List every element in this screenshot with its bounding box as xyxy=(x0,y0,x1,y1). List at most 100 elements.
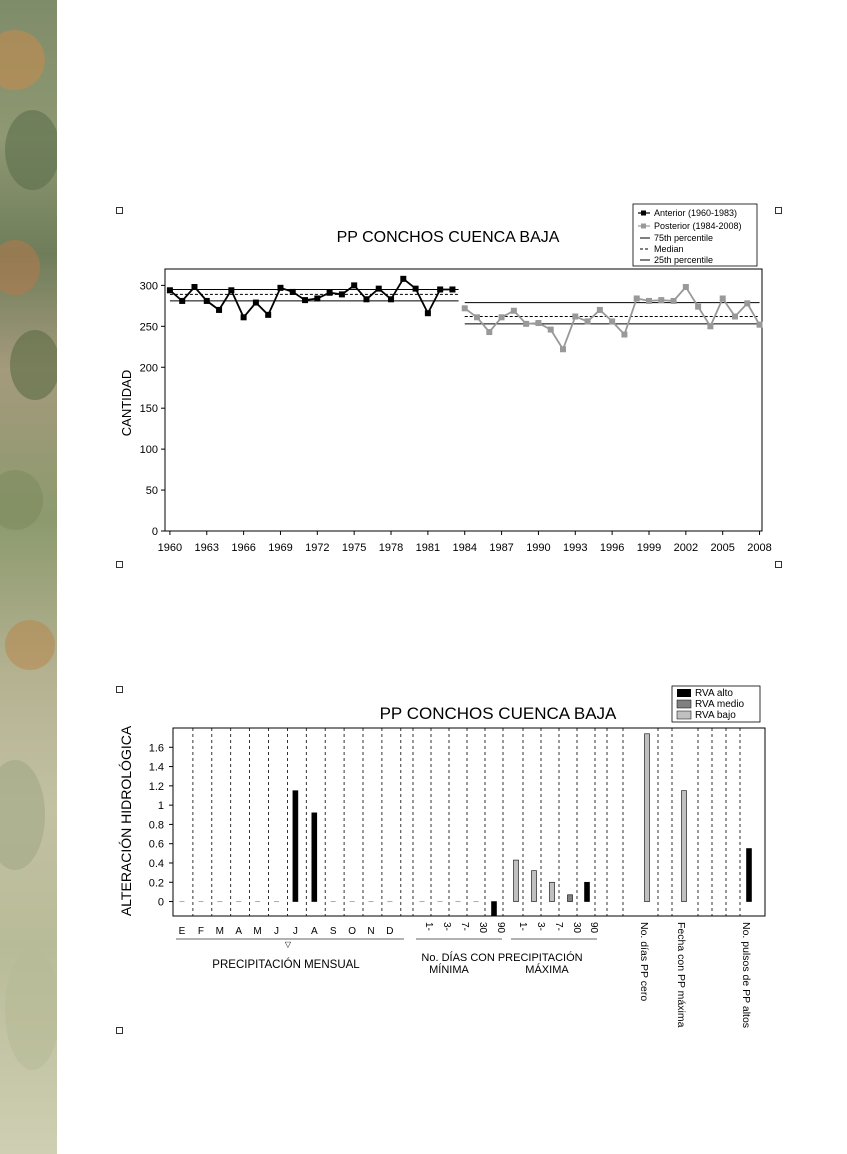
data-point xyxy=(596,306,603,313)
data-point xyxy=(363,296,370,303)
category-label: No. días PP cero xyxy=(638,922,650,1001)
x-tick-label: 1975 xyxy=(342,542,366,554)
legend-entry: RVA bajo xyxy=(695,710,736,721)
legend-entry: RVA medio xyxy=(695,699,745,710)
x-tick-label: 1969 xyxy=(268,542,292,554)
data-point xyxy=(645,297,652,304)
y-tick-label: 0.8 xyxy=(149,819,164,831)
category-label: J xyxy=(293,926,298,937)
bar xyxy=(584,881,590,902)
data-point xyxy=(289,288,296,295)
legend-entry: RVA alto xyxy=(695,688,733,699)
x-tick-label: 1960 xyxy=(158,542,182,554)
category-label: F xyxy=(198,926,204,937)
bar xyxy=(644,733,650,902)
chart2-plot-area xyxy=(172,727,766,917)
series-line xyxy=(464,285,761,352)
data-point xyxy=(572,313,579,320)
category-label: M xyxy=(216,926,224,937)
legend-entry: Anterior (1960-1983) xyxy=(654,208,737,218)
y-tick-label: 250 xyxy=(140,321,158,333)
data-point xyxy=(412,285,419,292)
data-point xyxy=(314,295,321,302)
group-label-dias: No. DÍAS CON PRECIPITACIÓN xyxy=(421,951,582,964)
data-point xyxy=(326,289,333,296)
anchor-mark xyxy=(775,207,782,214)
category-label: N xyxy=(367,926,374,937)
data-point xyxy=(633,295,640,302)
category-label: E xyxy=(179,926,186,937)
data-point xyxy=(695,303,702,310)
x-tick-label: 1996 xyxy=(600,542,624,554)
bar xyxy=(311,812,318,902)
data-point xyxy=(486,329,493,336)
data-point xyxy=(474,314,481,321)
legend-entry: Posterior (1984-2008) xyxy=(654,221,742,231)
y-tick-label: 0.2 xyxy=(149,877,164,889)
x-tick-label: 2005 xyxy=(710,542,734,554)
chart1-legend: Anterior (1960-1983) Posterior (1984-200… xyxy=(632,203,758,267)
data-point xyxy=(756,321,763,328)
category-label: 3- xyxy=(441,922,452,931)
data-point xyxy=(240,314,247,321)
chart1-y-axis-label: CANTIDAD xyxy=(119,370,134,436)
category-label: 90 xyxy=(588,922,599,934)
legend-entry: Median xyxy=(654,244,684,254)
data-point xyxy=(302,297,309,304)
category-label: 7- xyxy=(553,922,564,931)
y-tick-label: 1.2 xyxy=(149,781,164,793)
y-tick-label: 0.6 xyxy=(149,839,164,851)
y-tick-label: 0 xyxy=(152,526,158,538)
group-label-maxima: MÁXIMA xyxy=(525,963,569,976)
data-point xyxy=(682,284,689,291)
category-label: 3- xyxy=(535,922,546,931)
line-chart: PP CONCHOS CUENCA BAJA CANTIDAD 0 50 100 15… xyxy=(119,203,772,554)
y-tick-label: 0 xyxy=(158,897,164,909)
data-point xyxy=(228,287,235,294)
bar xyxy=(567,894,573,902)
category-label: O xyxy=(348,926,356,937)
category-label: D xyxy=(386,926,393,937)
y-tick-label: 50 xyxy=(146,485,158,497)
category-label: J xyxy=(274,926,279,937)
data-point xyxy=(719,295,726,302)
bar xyxy=(531,870,537,902)
bar xyxy=(746,848,752,902)
y-tick-label: 0.4 xyxy=(149,858,164,870)
category-label: 7- xyxy=(459,922,470,931)
bar xyxy=(513,859,519,902)
x-tick-label: 2002 xyxy=(674,542,698,554)
data-point xyxy=(670,297,677,304)
category-label: M xyxy=(253,926,261,937)
bar-chart: PP CONCHOS CUENCA BAJA ALTERACIÓN HIDROL… xyxy=(118,685,766,1028)
chart2-group-brackets: ▽ PRECIPITACIÓN MENSUAL No. DÍAS CON PRE… xyxy=(176,938,597,976)
chart2-legend: RVA alto RVA medio RVA bajo xyxy=(671,685,761,723)
x-tick-label: 1963 xyxy=(195,542,219,554)
y-tick-label: 150 xyxy=(140,403,158,415)
x-tick-label: 1999 xyxy=(637,542,661,554)
x-tick-label: 2008 xyxy=(747,542,771,554)
series-line xyxy=(169,277,453,319)
data-point xyxy=(265,311,272,318)
data-point xyxy=(179,297,186,304)
category-label: A xyxy=(235,926,242,937)
x-tick-label: 1966 xyxy=(231,542,255,554)
category-label: A xyxy=(311,926,318,937)
chart2-y-axis-label: ALTERACIÓN HIDROLÓGICA xyxy=(118,725,134,916)
data-point xyxy=(621,331,628,338)
data-point xyxy=(252,299,259,306)
data-point xyxy=(560,346,566,353)
data-point xyxy=(437,286,444,293)
data-point xyxy=(731,313,738,320)
y-tick-label: 1 xyxy=(158,800,164,812)
data-point xyxy=(547,326,554,333)
data-point xyxy=(424,310,431,317)
category-label: 30 xyxy=(477,922,488,934)
category-label: 30 xyxy=(571,922,582,934)
y-tick-label: 300 xyxy=(140,280,158,292)
data-point xyxy=(535,320,542,327)
data-point xyxy=(707,323,714,330)
y-tick-label: 100 xyxy=(140,444,158,456)
bar xyxy=(681,790,687,902)
data-point xyxy=(351,282,358,289)
